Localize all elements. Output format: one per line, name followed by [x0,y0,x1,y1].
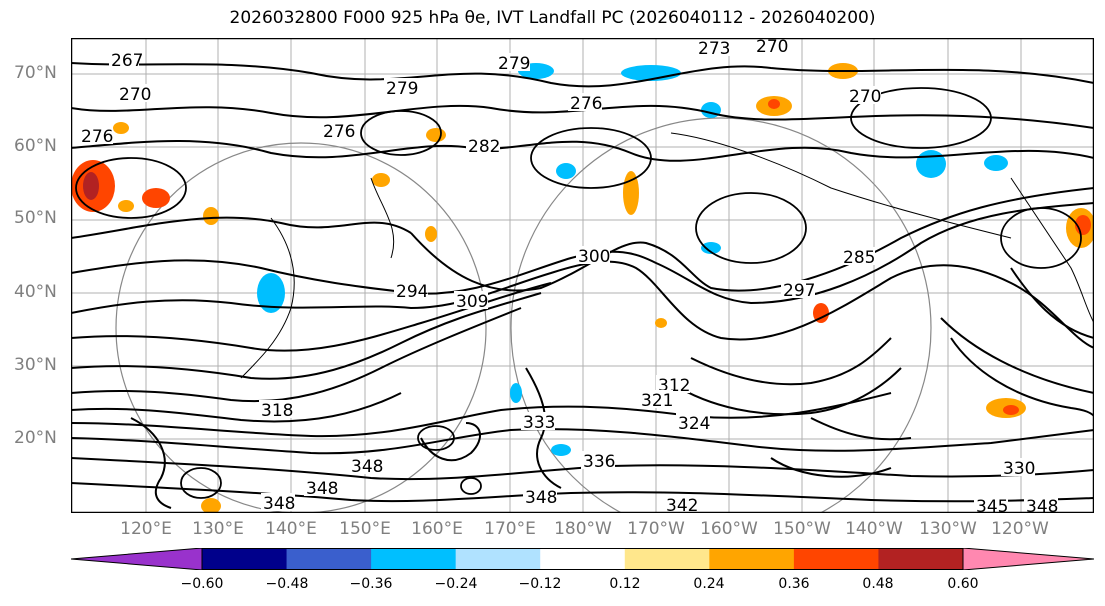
contour-label: 279 [386,79,418,99]
contour-label: 279 [498,54,530,74]
lon-label: 120°E [120,519,172,539]
lon-label: 130°E [192,519,244,539]
colorbar-tick-label: −0.12 [518,576,562,592]
lat-label-30n: 30°N [14,355,57,375]
contour-label: 333 [523,413,555,433]
colorbar-tick-label: 0.24 [693,576,725,592]
contour-labels: 267 270 276 279 276 279 282 276 273 270 … [79,38,1058,513]
contour-label: 282 [468,137,500,157]
lon-label: 150°E [339,519,391,539]
contour-loops [75,87,1082,499]
colorbar [71,548,1094,570]
contour-label: 309 [456,292,488,312]
contour-label: 273 [698,39,730,59]
colorbar-tick-label: 0.12 [609,576,641,592]
contour-label: 348 [306,479,338,499]
contour-label: 348 [263,494,295,513]
colorbar-segment [793,548,879,570]
contour-label: 276 [570,94,602,114]
contour-label: 270 [119,85,151,105]
contour-label: 348 [525,488,557,508]
map-panel: 267 270 276 279 276 279 282 276 273 270 … [71,38,1094,513]
colorbar-tick-label: −0.36 [349,576,393,592]
lon-label: 170°E [484,519,536,539]
contour-label: 300 [578,247,610,267]
contour-label: 276 [81,127,113,147]
lon-label: 170°W [627,519,685,539]
colorbar-segment [455,548,541,570]
colorbar-tick-label: −0.48 [265,576,309,592]
contour-label: 336 [583,452,615,472]
colorbar-extend-low [71,548,202,570]
contour-label: 297 [783,281,815,301]
colorbar-segment [540,548,626,570]
contour-label: 330 [1003,459,1035,479]
colorbar-segment [286,548,372,570]
lon-label: 180°W [554,519,612,539]
colorbar-extend-high [963,548,1094,570]
colorbar-tick-label: −0.60 [180,576,224,592]
colorbar-segment [371,548,457,570]
contour-label: 285 [843,248,875,268]
contour-label: 318 [261,401,293,421]
lat-label-60n: 60°N [14,136,57,156]
lon-label: 150°W [773,519,831,539]
range-circles [115,117,932,513]
coastlines [240,132,1094,379]
lon-label: 140°E [265,519,317,539]
contour-label: 321 [641,391,673,411]
contour-label: 270 [756,38,788,57]
map-title: 2026032800 F000 925 hPa θe, IVT Landfall… [229,8,876,28]
colorbar-tick-label: 0.36 [778,576,810,592]
contour-label: 294 [396,282,428,302]
lon-label: 160°W [700,519,758,539]
colorbar-tick-label: 0.60 [947,576,979,592]
lat-label-50n: 50°N [14,208,57,228]
colorbar-segment [878,548,964,570]
lat-label-70n: 70°N [14,63,57,83]
colorbar-tick-label: 0.48 [862,576,894,592]
colorbar-segment [709,548,795,570]
lat-label-40n: 40°N [14,282,57,302]
lon-label: 130°W [919,519,977,539]
contour-label: 324 [678,414,710,434]
contour-label: 276 [323,122,355,142]
colorbar-segment [202,548,288,570]
contour-label: 267 [111,51,143,71]
contour-label: 348 [351,457,383,477]
contour-label: 348 [1026,497,1058,513]
contour-label: 345 [976,497,1008,513]
contour-label: 342 [666,496,698,513]
colorbar-segment [624,548,710,570]
contour-label: 270 [849,87,881,107]
lat-label-20n: 20°N [14,428,57,448]
lon-label: 160°E [411,519,463,539]
lon-label: 120°W [991,519,1049,539]
gridlines [71,38,1094,513]
lon-label: 140°W [845,519,903,539]
colorbar-tick-label: −0.24 [434,576,478,592]
